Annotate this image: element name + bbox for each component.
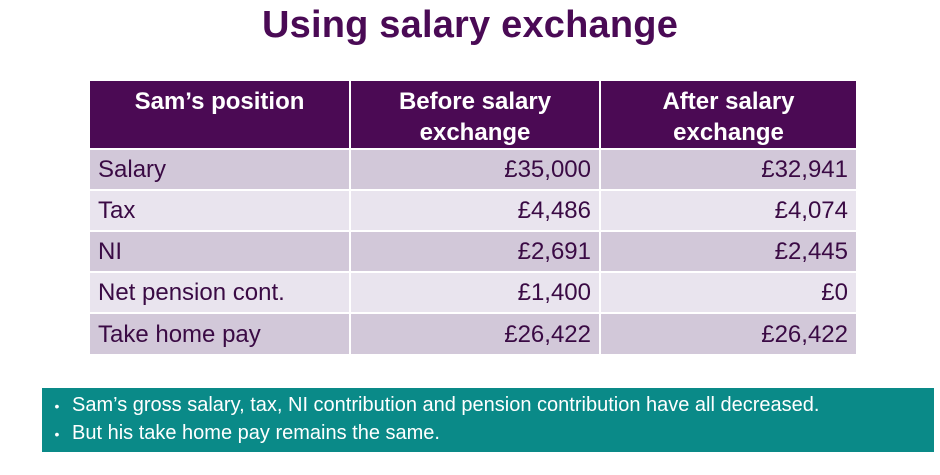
salary-comparison-table: Sam’s position Before salary exchange Af…: [90, 81, 856, 354]
bullet-text: Sam’s gross salary, tax, NI contribution…: [72, 394, 820, 416]
table-row-net-pension: Net pension cont. £1,400 £0: [90, 271, 856, 313]
before-value: £26,422: [350, 312, 601, 354]
comparison-table: Sam’s position Before salary exchange Af…: [90, 81, 856, 354]
header-after: After salary exchange: [600, 81, 856, 149]
row-label: Tax: [90, 189, 351, 231]
after-value: £0: [600, 271, 856, 313]
row-label: Take home pay: [90, 312, 351, 354]
bullet-text: But his take home pay remains the same.: [72, 422, 440, 444]
before-value: £2,691: [350, 230, 601, 272]
table-row-salary: Salary £35,000 £32,941: [90, 148, 856, 190]
bullet-icon: •: [54, 398, 60, 414]
after-value: £26,422: [600, 312, 856, 354]
table-header-row: Sam’s position Before salary exchange Af…: [90, 81, 856, 149]
bullet-item: • Sam’s gross salary, tax, NI contributi…: [42, 392, 934, 420]
bullet-icon: •: [54, 426, 60, 442]
before-value: £4,486: [350, 189, 601, 231]
after-value: £2,445: [600, 230, 856, 272]
header-position: Sam’s position: [90, 81, 351, 149]
slide-title: Using salary exchange: [261, 4, 679, 46]
before-value: £1,400: [350, 271, 601, 313]
row-label: Net pension cont.: [90, 271, 351, 313]
bullet-item: • But his take home pay remains the same…: [42, 420, 934, 448]
header-before: Before salary exchange: [350, 81, 601, 149]
table-row-tax: Tax £4,486 £4,074: [90, 189, 856, 231]
after-value: £32,941: [600, 148, 856, 190]
before-value: £35,000: [350, 148, 601, 190]
row-label: Salary: [90, 148, 351, 190]
table-row-take-home: Take home pay £26,422 £26,422: [90, 312, 856, 354]
table-row-ni: NI £2,691 £2,445: [90, 230, 856, 272]
row-label: NI: [90, 230, 351, 272]
after-value: £4,074: [600, 189, 856, 231]
summary-note-box: • Sam’s gross salary, tax, NI contributi…: [42, 388, 934, 452]
